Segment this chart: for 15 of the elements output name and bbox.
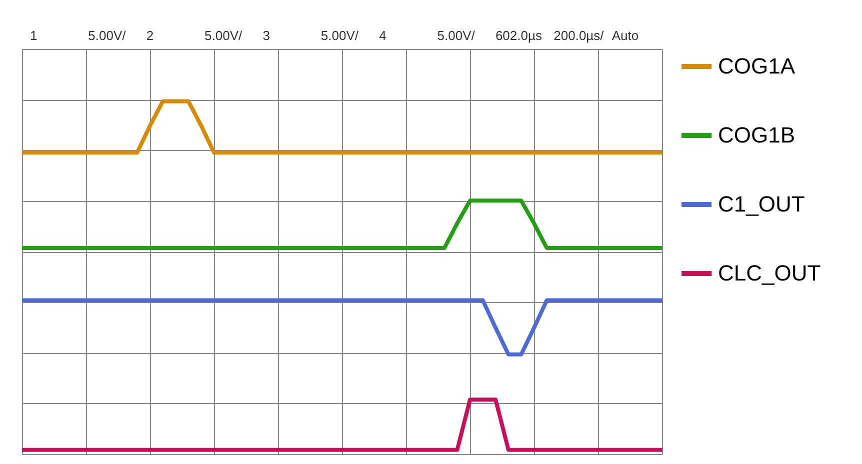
text: 5.00V/: [437, 28, 476, 43]
legend-label: COG1B: [718, 122, 796, 148]
text: 5.00V/: [88, 28, 126, 43]
text: 5.00V/: [320, 28, 359, 43]
legend-label: C1_OUT: [718, 192, 805, 216]
text: 200.0µs/: [554, 28, 604, 43]
text: Auto: [612, 28, 639, 43]
text: 602.0µs: [495, 28, 542, 43]
text: 1: [30, 28, 38, 43]
text: 4: [379, 28, 386, 43]
text: 5.00V/: [204, 28, 243, 43]
legend-label: COG1A: [718, 54, 796, 78]
text: 2: [146, 28, 154, 43]
legend-label: CLC_OUT: [718, 260, 821, 286]
text: 3: [262, 28, 270, 43]
